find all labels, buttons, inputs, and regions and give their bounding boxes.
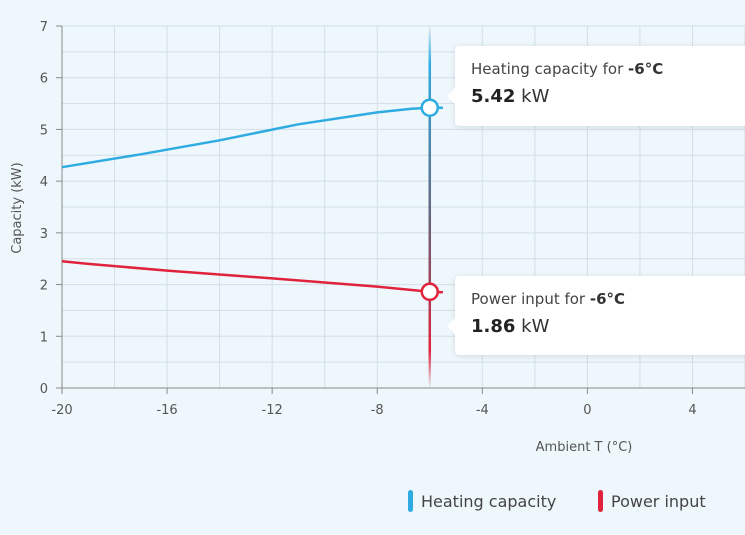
y-tick-label: 1 [40, 330, 48, 345]
axes: 0 1 2 3 4 5 6 7 -20 -16 -12 -8 -4 0 4 [40, 20, 745, 418]
x-tick-label: -16 [156, 403, 177, 418]
hover-marker-heating-capacity [420, 98, 440, 117]
y-tick-label: 0 [40, 382, 48, 397]
tooltip-title-prefix: Power input for [471, 290, 586, 308]
y-tick-label: 2 [40, 279, 48, 294]
hover-marker-power-input [420, 282, 440, 302]
x-tick-label: -12 [262, 403, 283, 418]
tooltip-value: 5.42 [471, 86, 516, 107]
tooltip-value: 1.86 [471, 316, 516, 337]
x-tick-label: -20 [51, 403, 72, 418]
tooltip-x-label: -6°C [628, 60, 664, 78]
x-axis-title: Ambient T (°C) [536, 440, 633, 455]
legend-item-heating-capacity[interactable]: Heating capacity [408, 490, 556, 512]
x-tick-label: -4 [476, 403, 489, 418]
tooltip-x-label: -6°C [589, 290, 626, 308]
legend-label: Heating capacity [421, 491, 557, 511]
x-tick-label: 0 [583, 403, 591, 418]
crosshair-line [428, 28, 432, 386]
tooltip-title: Power input for -6°C [471, 290, 739, 308]
tooltip-value-line: 1.86 kW [471, 316, 739, 337]
series-layer [61, 106, 443, 294]
heating-capacity-tooltip: Heating capacity for -6°C 5.42 kW [447, 46, 745, 126]
tooltip-value-line: 5.42 kW [471, 86, 739, 107]
x-tick-label: 4 [688, 403, 696, 418]
tooltip-unit: kW [521, 86, 550, 107]
legend-label: Power input [611, 491, 706, 511]
legend-swatch [408, 490, 413, 512]
crosshair [420, 28, 440, 386]
y-tick-label: 6 [40, 72, 48, 87]
legend-item-power-input[interactable]: Power input [598, 490, 706, 512]
series-line-heating-capacity [61, 106, 443, 169]
y-axis-title: Capacity (kW) [10, 162, 25, 253]
y-tick-label: 5 [40, 123, 48, 138]
y-tick-label: 4 [40, 175, 48, 190]
series-line-power-input [61, 260, 443, 294]
legend-swatch [598, 490, 603, 512]
y-tick-label: 7 [40, 20, 48, 35]
y-tick-label: 3 [40, 227, 48, 242]
power-input-tooltip: Power input for -6°C 1.86 kW [447, 276, 745, 355]
x-tick-label: -8 [371, 403, 384, 418]
tooltip-unit: kW [521, 316, 550, 337]
tooltip-title-prefix: Heating capacity for [471, 60, 624, 78]
tooltip-title: Heating capacity for -6°C [471, 60, 739, 78]
